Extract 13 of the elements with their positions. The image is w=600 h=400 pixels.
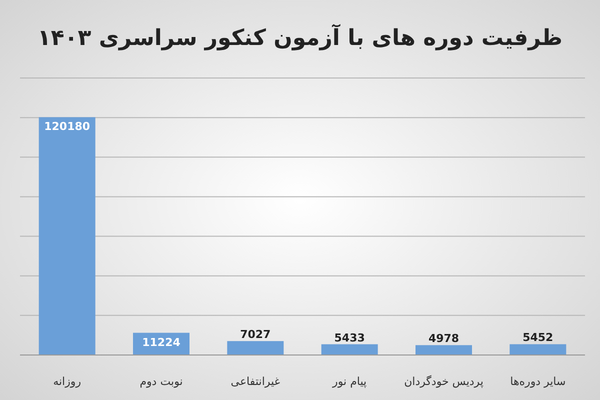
x-tick-label: نوبت دوم bbox=[140, 375, 183, 388]
x-tick-label: سایر دوره‌ها bbox=[510, 375, 566, 388]
data-label: 5433 bbox=[334, 331, 365, 344]
chart-title: ظرفیت دوره های با آزمون کنکور سراسری ۱۴۰۳ bbox=[38, 24, 562, 51]
x-tick-label: غیرانتفاعی bbox=[230, 375, 280, 388]
x-tick-label: پردیس خودگردان bbox=[404, 375, 484, 388]
data-label: 5452 bbox=[522, 331, 554, 344]
x-tick-label: پیام نور bbox=[332, 375, 367, 388]
data-label: 11224 bbox=[142, 336, 181, 349]
data-label: 4978 bbox=[428, 332, 460, 346]
x-tick-label: روزانه bbox=[53, 375, 82, 388]
data-label: 120180 bbox=[44, 120, 90, 134]
data-label: 7027 bbox=[240, 328, 271, 342]
